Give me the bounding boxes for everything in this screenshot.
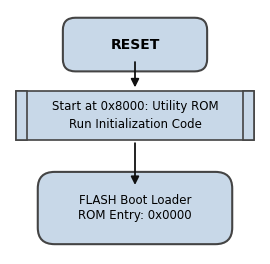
FancyBboxPatch shape <box>16 91 254 140</box>
Text: FLASH Boot Loader
ROM Entry: 0x0000: FLASH Boot Loader ROM Entry: 0x0000 <box>78 194 192 222</box>
FancyBboxPatch shape <box>63 18 207 71</box>
Text: Start at 0x8000: Utility ROM
Run Initialization Code: Start at 0x8000: Utility ROM Run Initial… <box>52 100 218 131</box>
FancyBboxPatch shape <box>16 91 28 140</box>
FancyBboxPatch shape <box>38 172 232 244</box>
Text: RESET: RESET <box>110 37 160 51</box>
FancyBboxPatch shape <box>242 91 254 140</box>
